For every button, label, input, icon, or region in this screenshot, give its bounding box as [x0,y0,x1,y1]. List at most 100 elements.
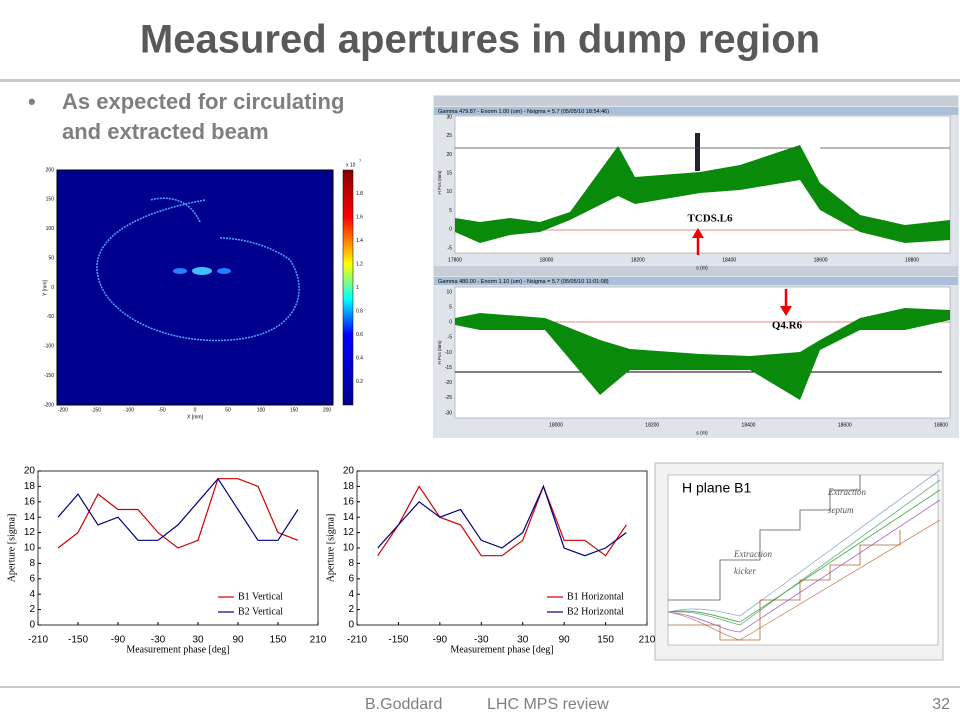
colorbar-tick-label: 0.4 [356,355,363,361]
series-line [377,484,627,557]
heatmap-area [56,169,334,406]
y-tick-label: 50 [48,255,54,261]
colorbar-tick-label: 1.6 [356,214,363,220]
y-tick-label: 5 [449,208,452,214]
y-tick-label: 20 [24,466,36,477]
x-tick-label: 18200 [645,422,659,428]
colorbar-tick-label: 1.4 [356,238,363,244]
x-tick-label: 150 [290,407,299,413]
tracking-title: H plane B1 [682,480,751,496]
series-line [377,484,627,557]
y-tick-label: -200 [44,402,54,408]
y-axis-label: Y [mm] [42,280,48,296]
x-tick-label: -90 [433,635,448,646]
y-axis-label: Aperture [sigma] [6,514,17,583]
y-tick-label: 12 [24,527,36,538]
x-tick-label: 150 [597,635,614,646]
element-label: Q4.R6 [772,320,803,332]
x-tick-label: 30 [192,635,204,646]
footer-author: B.Goddard [365,696,442,713]
envelope [455,308,950,400]
slide-title: Measured apertures in dump region [140,18,820,62]
header-bar [434,107,958,115]
footer-rule [0,686,960,688]
y-tick-label: 10 [24,543,36,554]
page-number: 32 [932,696,950,713]
colorbar-tick-label: 1.2 [356,261,363,267]
annotation: septum [828,505,854,515]
y-tick-label: 25 [446,133,452,139]
y-tick-label: -100 [44,344,54,350]
y-tick-label: -50 [47,314,54,320]
y-tick-label: 20 [343,466,355,477]
y-tick-label: 6 [29,573,35,584]
x-tick-label: -30 [474,635,489,646]
x-tick-label: -90 [111,635,126,646]
x-tick-label: 18400 [742,422,756,428]
y-axis-label: Aperture [sigma] [325,514,336,583]
colorbar-tick-label: 1 [356,285,359,291]
y-tick-label: 30 [446,114,452,120]
envelope [455,145,950,243]
y-tick-label: 14 [343,512,355,523]
x-tick-label: -150 [91,407,101,413]
legend-label: B1 Horizontal [567,591,624,602]
y-tick-label: 10 [343,543,355,554]
bullet-line: As expected for circulating [62,89,344,114]
series-line [57,477,299,541]
y-tick-label: 0 [29,620,35,631]
y-tick-label: 16 [343,496,355,507]
y-tick-label: 8 [29,558,35,569]
beam-spot [217,268,231,274]
x-tick-label: 210 [310,635,327,646]
y-tick-label: 14 [24,512,36,523]
legend-label: B1 Vertical [238,591,283,602]
y-tick-label: -5 [448,245,453,251]
element-label: TCDS.L6 [688,213,733,225]
y-tick-label: 4 [348,589,354,600]
y-tick-label: -150 [44,373,54,379]
y-tick-label: 0 [449,320,452,326]
colorbar-exponent: 7 [359,158,362,163]
x-tick-label: 210 [639,635,656,646]
arrow-head [780,306,792,316]
colorbar-tick-label: 0.6 [356,332,363,338]
x-axis-label: s (m) [696,430,708,436]
x-tick-label: 90 [559,635,571,646]
y-tick-label: 2 [29,604,35,615]
x-tick-label: -30 [151,635,166,646]
bullet-line: and extracted beam [62,119,269,144]
chart-panel [330,462,652,660]
y-tick-label: 6 [348,573,354,584]
y-tick-label: -20 [445,380,452,386]
x-tick-label: 200 [323,407,332,413]
x-tick-label: -150 [388,635,408,646]
title-rule [0,79,960,82]
x-tick-label: 150 [270,635,287,646]
arrow-head [692,228,704,238]
x-tick-label: 18000 [549,422,563,428]
y-tick-label: 4 [29,589,35,600]
y-tick-label: 0 [449,227,452,233]
x-tick-label: 90 [232,635,244,646]
x-axis-label: Measurement phase [deg] [450,644,553,655]
y-axis-label: H Pos (mm) [437,170,442,195]
trajectories [667,469,941,641]
colorbar-tick-label: 0.2 [356,379,363,385]
x-tick-label: 100 [257,407,266,413]
chart-panel [0,462,328,660]
y-tick-label: -5 [448,335,453,341]
x-tick-label: -200 [58,407,68,413]
collimator [695,133,700,171]
beam-spot [192,267,212,275]
colorbar-tick-label: 0.8 [356,308,363,314]
x-tick-label: 0 [194,407,197,413]
x-tick-label: 18800 [905,257,919,263]
x-tick-label: 30 [517,635,529,646]
y-axis-label: H Pos (mm) [437,340,442,365]
x-axis-label: s (m) [696,265,708,271]
annotation: Extraction [827,487,866,497]
y-tick-label: 100 [46,226,55,232]
bullet-marker: • [28,89,36,114]
beam-spot [173,268,187,274]
